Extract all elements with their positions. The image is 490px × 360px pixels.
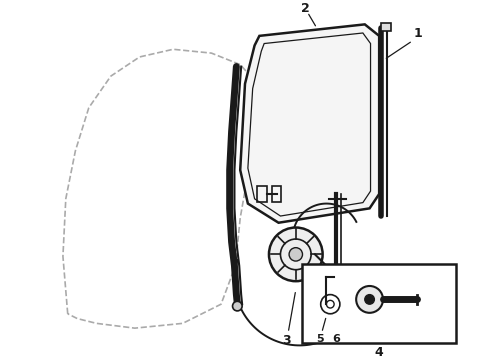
Text: 6: 6 xyxy=(332,334,340,344)
FancyBboxPatch shape xyxy=(302,264,456,342)
Text: 1: 1 xyxy=(413,27,422,40)
Text: 3: 3 xyxy=(282,334,291,347)
Circle shape xyxy=(269,228,322,281)
Text: 5: 5 xyxy=(316,334,323,344)
Circle shape xyxy=(365,294,374,304)
Text: 4: 4 xyxy=(375,346,384,359)
FancyBboxPatch shape xyxy=(381,23,391,31)
Circle shape xyxy=(356,286,383,313)
Circle shape xyxy=(289,248,302,261)
Text: 2: 2 xyxy=(301,1,310,14)
Polygon shape xyxy=(240,24,379,223)
Circle shape xyxy=(233,301,242,311)
